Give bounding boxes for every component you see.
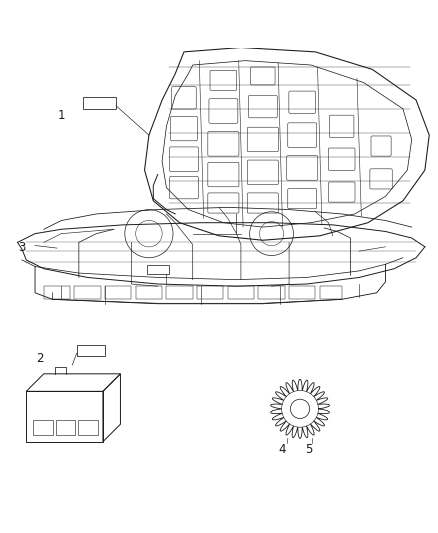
Bar (26, 391, 103, 442)
Bar (44, 286, 70, 300)
Text: 4: 4 (279, 443, 286, 456)
Text: 5: 5 (305, 443, 312, 456)
Text: 2: 2 (35, 352, 43, 365)
Bar (136, 286, 162, 300)
Bar (33, 420, 53, 435)
Text: 1: 1 (57, 109, 65, 122)
Bar (228, 286, 254, 300)
Text: 3: 3 (18, 241, 25, 254)
Bar (77, 345, 105, 356)
Bar (258, 286, 285, 300)
Bar (56, 420, 75, 435)
Bar (166, 286, 193, 300)
Bar (147, 265, 169, 274)
Bar (83, 96, 116, 109)
Bar (78, 420, 98, 435)
Bar (74, 286, 101, 300)
Bar (105, 286, 131, 300)
Bar (289, 286, 315, 300)
Bar (197, 286, 223, 300)
Bar (320, 286, 342, 300)
